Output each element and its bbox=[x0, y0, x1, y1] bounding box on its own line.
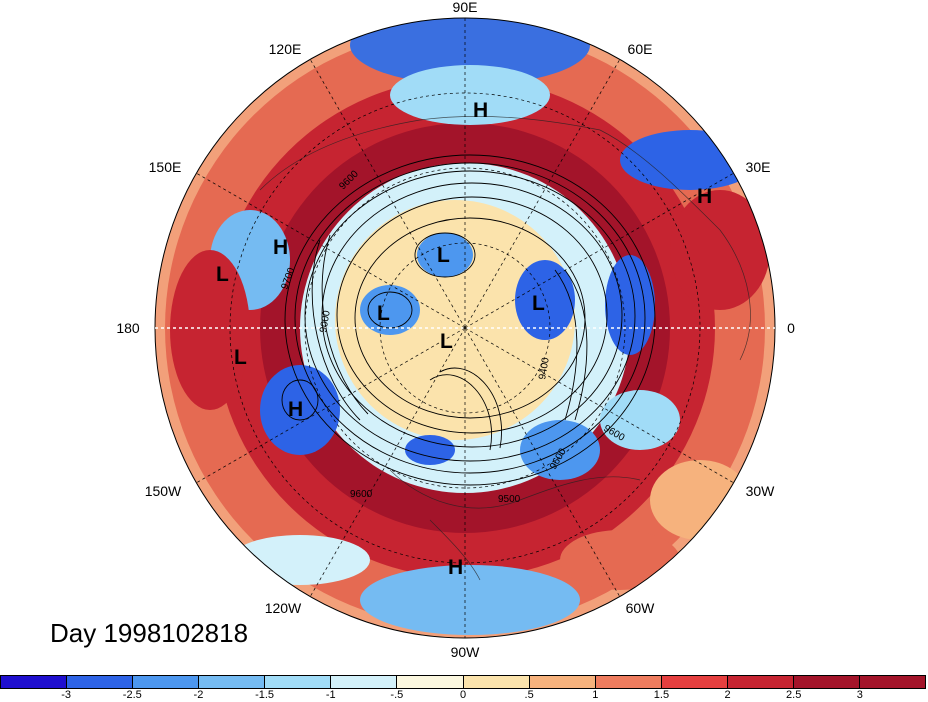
colorbar-swatch bbox=[397, 676, 464, 688]
colorbar-tick-label: -2 bbox=[193, 689, 204, 701]
contour-label: 9400 bbox=[537, 356, 552, 380]
colorbar-tick-label: -1.5 bbox=[255, 689, 275, 701]
colorbar-swatch bbox=[133, 676, 200, 688]
colorbar-swatch bbox=[661, 676, 728, 688]
colorbar-tick-label: 3 bbox=[856, 689, 863, 701]
contour-label: 9000 bbox=[318, 309, 333, 333]
colorbar-tick-label: 2 bbox=[724, 689, 731, 701]
colorbar-swatch bbox=[265, 676, 332, 688]
low-pressure-marker: L bbox=[532, 292, 545, 315]
lon-label-150W: 150W bbox=[145, 483, 182, 499]
lon-label-30W: 30W bbox=[746, 483, 776, 499]
colorbar-tick-label: .5 bbox=[524, 689, 534, 701]
day-label: Day 1998102818 bbox=[50, 618, 249, 648]
lon-label-60W: 60W bbox=[626, 600, 656, 616]
colorbar-tick-label: 0 bbox=[459, 689, 467, 701]
colorbar-tick-label: -2.5 bbox=[122, 689, 142, 701]
colorbar-swatch bbox=[793, 676, 861, 688]
contour-label: 9600 bbox=[350, 489, 373, 500]
lon-label-90W: 90W bbox=[451, 644, 481, 660]
high-pressure-marker: H bbox=[273, 236, 288, 259]
colorbar-swatch bbox=[67, 676, 134, 688]
high-pressure-marker: H bbox=[473, 99, 488, 122]
high-pressure-marker: H bbox=[288, 398, 303, 421]
lon-label-180: 180 bbox=[116, 320, 140, 336]
colorbar-swatch bbox=[727, 676, 794, 688]
contour-label: 9500 bbox=[498, 494, 521, 505]
colorbar-swatch bbox=[1, 676, 68, 688]
lon-label-0: 0 bbox=[787, 320, 795, 336]
colorbar-tick-label: -.5 bbox=[390, 689, 404, 701]
colorbar-tick-label: -3 bbox=[61, 689, 72, 701]
low-pressure-marker: L bbox=[440, 330, 453, 353]
lon-label-60E: 60E bbox=[628, 41, 653, 57]
colorbar-tick-label: 1.5 bbox=[653, 689, 670, 701]
colorbar-swatch bbox=[595, 676, 662, 688]
colorbar-swatch bbox=[860, 676, 926, 688]
lon-label-120W: 120W bbox=[265, 600, 302, 616]
colorbar bbox=[0, 675, 926, 689]
colorbar-swatch bbox=[463, 676, 530, 688]
colorbar-swatch bbox=[529, 676, 596, 688]
low-pressure-marker: L bbox=[216, 263, 229, 286]
lon-label-90E: 90E bbox=[453, 0, 478, 15]
colorbar-swatch bbox=[331, 676, 398, 688]
colorbar-tick-label: -1 bbox=[325, 689, 336, 701]
colorbar-ticks: -3 -2.5 -2 -1.5 -1 -.5 0 .5 1 1.5 2 2.5 3 bbox=[0, 689, 928, 702]
colorbar-tick-label: 1 bbox=[592, 689, 599, 701]
low-pressure-marker: L bbox=[377, 302, 390, 325]
high-pressure-marker: H bbox=[448, 556, 463, 579]
colorbar-tick-label: 2.5 bbox=[786, 689, 802, 701]
colorbar-swatch bbox=[199, 676, 266, 688]
low-pressure-marker: L bbox=[234, 346, 247, 369]
low-pressure-marker: L bbox=[437, 244, 450, 267]
graticule bbox=[154, 17, 776, 639]
lon-label-150E: 150E bbox=[149, 159, 182, 175]
high-pressure-marker: H bbox=[697, 185, 712, 208]
lon-label-120E: 120E bbox=[269, 41, 302, 57]
lon-label-30E: 30E bbox=[746, 159, 771, 175]
